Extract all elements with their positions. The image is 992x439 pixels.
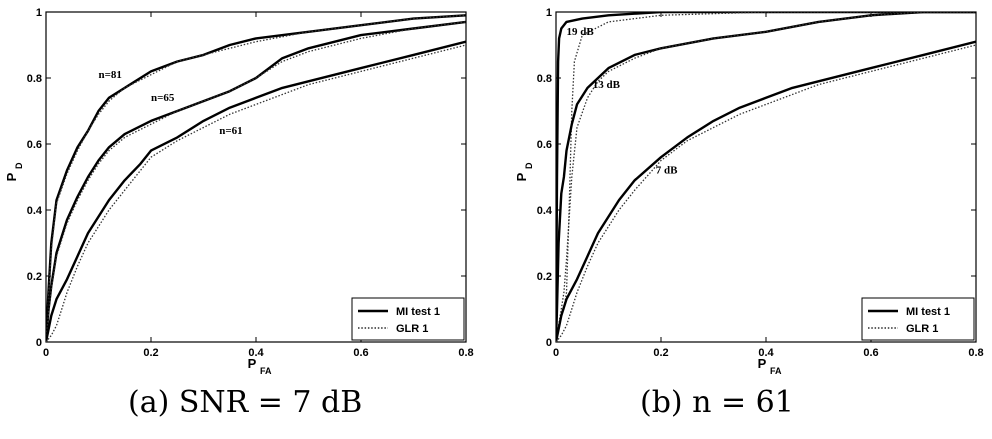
roc-chart-a: 0 0.2 0.4 0.6 0.800.20.40.60.81P FAPDn=81n=65… xyxy=(4,7,474,376)
x-axis-label: P xyxy=(758,356,767,371)
y-axis-label-group: PD xyxy=(4,162,24,181)
x-tick-label: 0.2 xyxy=(653,347,668,359)
y-tick-label: 0.8 xyxy=(537,73,552,85)
series-line-19-db-mi-test-1 xyxy=(556,12,976,342)
x-tick-label: 0 xyxy=(43,347,49,359)
series-line-n-65-mi-test-1 xyxy=(46,20,466,342)
legend-label: MI test 1 xyxy=(396,306,440,318)
legend-box xyxy=(351,297,465,341)
legend-label: GLR 1 xyxy=(906,323,938,335)
caption-a: (a) SNR = 7 dB xyxy=(128,385,363,420)
x-tick-label: 0.4 xyxy=(758,347,774,359)
y-tick-label: 0 xyxy=(546,337,552,349)
x-axis-label: P xyxy=(248,356,257,371)
legend-label: GLR 1 xyxy=(396,323,428,335)
legend-box xyxy=(861,297,975,341)
y-tick-label: 0.6 xyxy=(27,139,42,151)
x-tick-label: 0.4 xyxy=(248,347,264,359)
y-tick-label: 0.4 xyxy=(537,205,553,217)
curve-annotation: n=65 xyxy=(151,92,175,104)
curve-annotation: 13 dB xyxy=(593,79,621,91)
series-line-n-81-mi-test-1 xyxy=(46,14,466,342)
x-tick-label: 0.2 xyxy=(143,347,158,359)
x-tick-label: 0.8 xyxy=(968,347,983,359)
series-line-7-db-mi-test-1 xyxy=(556,40,976,342)
y-axis-label: P xyxy=(4,172,19,181)
y-axis-label: P xyxy=(514,172,529,181)
x-tick-label: 0.8 xyxy=(458,347,473,359)
x-axis-label-subscript: FA xyxy=(770,366,782,376)
x-tick-label: 0.6 xyxy=(353,347,368,359)
curve-annotation: n=81 xyxy=(99,69,122,81)
y-tick-label: 0.6 xyxy=(537,139,552,151)
x-axis-label-subscript: FA xyxy=(260,366,272,376)
y-tick-label: 0.2 xyxy=(27,271,42,283)
curve-annotation: 7 dB xyxy=(656,165,678,177)
y-tick-label: 0.4 xyxy=(27,205,43,217)
series-line-n-61-glr-1 xyxy=(46,44,466,342)
legend: MI test 1 GLR 1 xyxy=(351,297,465,341)
series-line-n-61-mi-test-1 xyxy=(46,40,466,342)
y-axis-label-subscript: D xyxy=(14,162,24,169)
caption-b: (b) n = 61 xyxy=(640,385,794,420)
y-tick-label: 1 xyxy=(36,7,42,19)
x-tick-label: 0 xyxy=(553,347,559,359)
y-tick-label: 1 xyxy=(546,7,552,19)
legend-label: MI test 1 xyxy=(906,306,950,318)
curve-annotation: n=61 xyxy=(219,125,242,137)
curve-annotation: 19 dB xyxy=(567,26,595,38)
y-axis-label-group: PD xyxy=(514,162,534,181)
series-line-13-db-glr-1 xyxy=(556,12,976,342)
y-axis-label-subscript: D xyxy=(524,162,534,169)
y-tick-label: 0.2 xyxy=(537,271,552,283)
x-tick-label: 0.6 xyxy=(863,347,878,359)
series-line-n-81-glr-1 xyxy=(46,14,466,342)
series-line-7-db-glr-1 xyxy=(556,44,976,342)
legend: MI test 1 GLR 1 xyxy=(861,297,975,341)
y-tick-label: 0.8 xyxy=(27,73,42,85)
y-tick-label: 0 xyxy=(36,337,42,349)
